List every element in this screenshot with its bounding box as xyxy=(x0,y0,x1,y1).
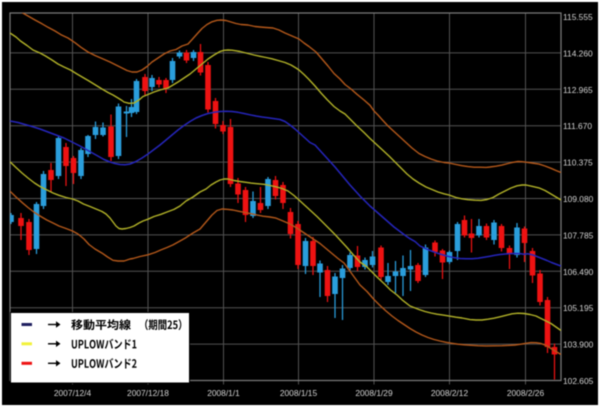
svg-text:2008/2/26: 2008/2/26 xyxy=(507,388,545,398)
svg-text:107.785: 107.785 xyxy=(563,230,594,240)
svg-text:114.260: 114.260 xyxy=(563,48,593,58)
svg-text:110.375: 110.375 xyxy=(563,158,593,168)
svg-text:111.670: 111.670 xyxy=(563,121,592,131)
svg-text:109.080: 109.080 xyxy=(563,194,594,204)
svg-text:2008/2/12: 2008/2/12 xyxy=(431,388,469,398)
svg-text:2008/1/1: 2008/1/1 xyxy=(207,388,240,398)
svg-text:112.965: 112.965 xyxy=(563,85,593,95)
svg-text:105.195: 105.195 xyxy=(563,303,594,313)
svg-text:2008/1/29: 2008/1/29 xyxy=(355,388,393,398)
svg-text:115.555: 115.555 xyxy=(563,12,593,22)
svg-text:102.605: 102.605 xyxy=(563,376,594,386)
svg-text:2008/1/15: 2008/1/15 xyxy=(280,388,318,398)
svg-text:2007/12/4: 2007/12/4 xyxy=(54,388,92,398)
svg-text:2007/12/18: 2007/12/18 xyxy=(127,388,169,398)
svg-text:106.490: 106.490 xyxy=(563,267,594,277)
svg-text:103.900: 103.900 xyxy=(563,340,594,350)
